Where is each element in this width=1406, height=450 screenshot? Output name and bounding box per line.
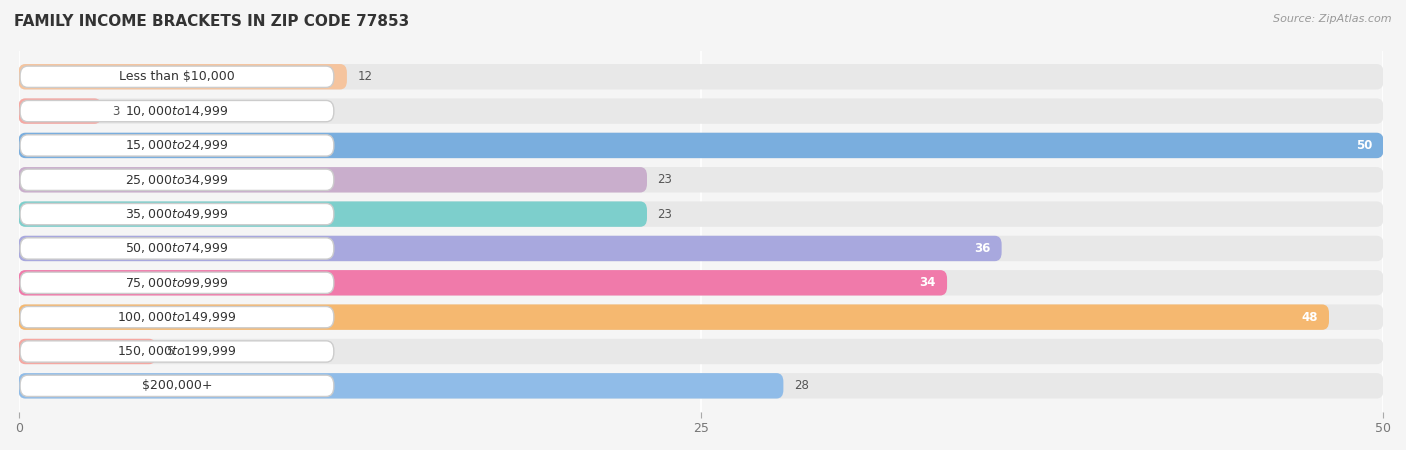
FancyBboxPatch shape [20,238,333,259]
FancyBboxPatch shape [18,236,1384,261]
FancyBboxPatch shape [18,202,1384,227]
FancyBboxPatch shape [18,236,1001,261]
FancyBboxPatch shape [18,339,1384,364]
FancyBboxPatch shape [18,64,1384,90]
Text: 50: 50 [1355,139,1372,152]
Text: Less than $10,000: Less than $10,000 [120,70,235,83]
FancyBboxPatch shape [18,202,647,227]
Text: $10,000 to $14,999: $10,000 to $14,999 [125,104,229,118]
FancyBboxPatch shape [18,339,156,364]
Text: 36: 36 [974,242,990,255]
Text: 12: 12 [357,70,373,83]
Text: 23: 23 [658,207,672,220]
FancyBboxPatch shape [18,167,647,193]
FancyBboxPatch shape [18,133,1384,158]
Text: $25,000 to $34,999: $25,000 to $34,999 [125,173,229,187]
FancyBboxPatch shape [18,64,347,90]
Text: 48: 48 [1301,310,1317,324]
Text: $15,000 to $24,999: $15,000 to $24,999 [125,139,229,153]
FancyBboxPatch shape [20,66,333,87]
Text: 34: 34 [920,276,935,289]
Text: $150,000 to $199,999: $150,000 to $199,999 [117,345,236,359]
FancyBboxPatch shape [20,135,333,156]
Text: $200,000+: $200,000+ [142,379,212,392]
FancyBboxPatch shape [18,99,1384,124]
FancyBboxPatch shape [18,270,1384,296]
FancyBboxPatch shape [18,133,1384,158]
FancyBboxPatch shape [20,306,333,328]
FancyBboxPatch shape [20,375,333,396]
FancyBboxPatch shape [18,167,1384,193]
Text: 3: 3 [111,104,120,117]
Text: 5: 5 [166,345,174,358]
FancyBboxPatch shape [20,341,333,362]
FancyBboxPatch shape [18,99,101,124]
FancyBboxPatch shape [18,305,1384,330]
Text: $50,000 to $74,999: $50,000 to $74,999 [125,242,229,256]
FancyBboxPatch shape [20,100,333,122]
FancyBboxPatch shape [18,373,1384,399]
Text: $35,000 to $49,999: $35,000 to $49,999 [125,207,229,221]
Text: 23: 23 [658,173,672,186]
FancyBboxPatch shape [20,203,333,225]
Text: 28: 28 [794,379,808,392]
FancyBboxPatch shape [20,169,333,190]
FancyBboxPatch shape [18,270,948,296]
FancyBboxPatch shape [18,305,1329,330]
Text: $100,000 to $149,999: $100,000 to $149,999 [117,310,236,324]
FancyBboxPatch shape [20,272,333,293]
Text: $75,000 to $99,999: $75,000 to $99,999 [125,276,229,290]
FancyBboxPatch shape [18,373,783,399]
Text: FAMILY INCOME BRACKETS IN ZIP CODE 77853: FAMILY INCOME BRACKETS IN ZIP CODE 77853 [14,14,409,28]
Text: Source: ZipAtlas.com: Source: ZipAtlas.com [1274,14,1392,23]
